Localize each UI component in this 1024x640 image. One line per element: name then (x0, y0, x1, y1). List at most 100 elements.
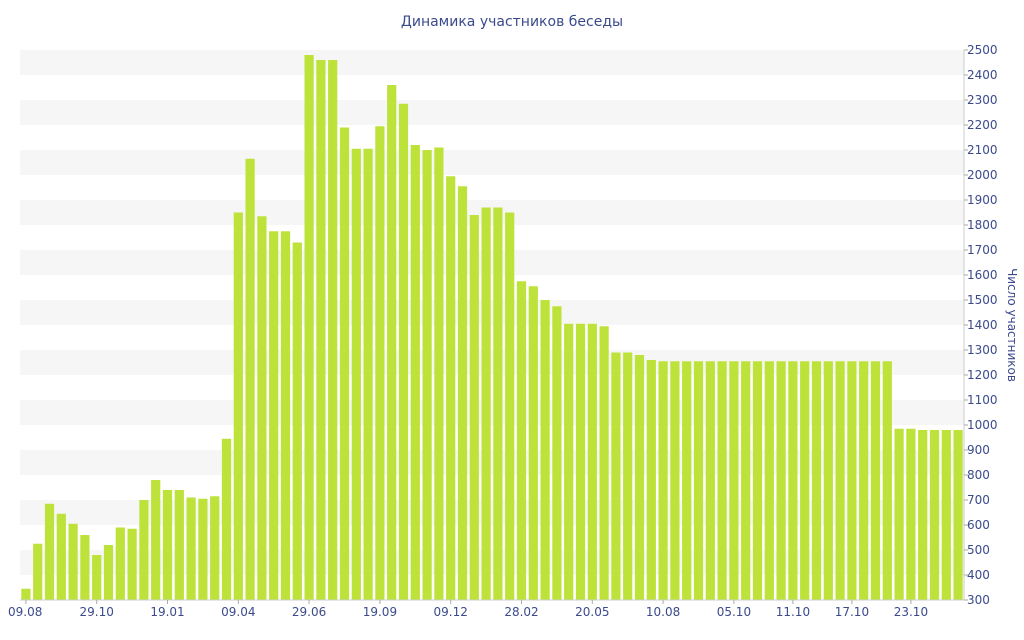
bar[interactable] (457, 186, 468, 600)
bar[interactable] (693, 361, 704, 600)
bar[interactable] (198, 498, 208, 600)
bar[interactable] (705, 361, 715, 600)
bar[interactable] (469, 215, 479, 600)
bar[interactable] (611, 352, 621, 601)
bar[interactable] (186, 497, 196, 601)
bar[interactable] (811, 361, 822, 600)
y-axis-ticks: 300 400 500 600 700 800 900 1000 1100 1200 1300 140… (964, 43, 998, 607)
grid-stripe (20, 100, 964, 125)
y-tick-label: 2500 (967, 43, 998, 57)
bar[interactable] (481, 207, 491, 601)
bar[interactable] (623, 352, 633, 601)
bar[interactable] (44, 503, 55, 600)
bar[interactable] (540, 300, 550, 600)
bar[interactable] (918, 430, 928, 600)
bar[interactable] (387, 85, 397, 600)
bar[interactable] (493, 207, 503, 601)
bar[interactable] (528, 286, 538, 600)
bar[interactable] (351, 148, 361, 600)
bar[interactable] (587, 323, 597, 600)
bar[interactable] (257, 216, 267, 600)
bar[interactable] (516, 281, 527, 600)
bar[interactable] (103, 545, 114, 600)
bar[interactable] (127, 528, 137, 600)
bar[interactable] (115, 527, 125, 601)
bar[interactable] (823, 361, 833, 600)
y-tick-label: 2200 (967, 118, 998, 132)
bar[interactable] (56, 513, 66, 600)
bar[interactable] (92, 555, 102, 600)
bar[interactable] (269, 231, 279, 600)
bar[interactable] (682, 361, 692, 600)
x-tick-label: 09.04 (221, 605, 255, 619)
y-tick-label: 2100 (967, 143, 998, 157)
bar[interactable] (564, 323, 574, 600)
bar[interactable] (33, 543, 43, 600)
bar[interactable] (882, 361, 892, 600)
bar[interactable] (658, 361, 668, 600)
bar[interactable] (316, 60, 326, 600)
bar[interactable] (151, 480, 161, 600)
bar[interactable] (233, 212, 243, 601)
grid-stripe (20, 300, 964, 325)
bar[interactable] (363, 148, 373, 600)
x-tick-label: 05.10 (717, 605, 751, 619)
bar[interactable] (929, 430, 940, 600)
bar[interactable] (599, 326, 609, 600)
bar[interactable] (139, 500, 149, 600)
bar[interactable] (422, 150, 432, 600)
y-tick-label: 1000 (967, 418, 998, 432)
bar[interactable] (906, 428, 916, 600)
bar[interactable] (894, 428, 904, 600)
bar[interactable] (800, 361, 810, 600)
bar[interactable] (670, 361, 680, 600)
bar[interactable] (328, 60, 338, 600)
bar[interactable] (741, 361, 751, 600)
bar[interactable] (292, 242, 302, 601)
bar[interactable] (776, 361, 786, 600)
bar[interactable] (280, 231, 291, 600)
bar[interactable] (68, 523, 78, 600)
bar[interactable] (410, 145, 420, 600)
bar[interactable] (398, 103, 409, 600)
bar[interactable] (788, 361, 798, 600)
bar[interactable] (375, 126, 385, 600)
bar[interactable] (221, 438, 232, 600)
bar[interactable] (339, 127, 350, 601)
bar[interactable] (21, 588, 31, 600)
x-tick-label: 09.08 (8, 605, 42, 619)
bar[interactable] (80, 535, 90, 600)
bar[interactable] (505, 212, 515, 601)
bar[interactable] (752, 361, 763, 600)
bar[interactable] (446, 176, 456, 600)
y-tick-label: 1500 (967, 293, 998, 307)
y-tick-label: 900 (967, 443, 990, 457)
bar[interactable] (634, 355, 645, 600)
bar[interactable] (304, 55, 314, 600)
x-tick-label: 29.10 (80, 605, 114, 619)
y-tick-label: 1800 (967, 218, 998, 232)
bar[interactable] (847, 361, 857, 600)
bar[interactable] (717, 361, 727, 600)
chart-title: Динамика участников беседы (400, 14, 624, 30)
bar[interactable] (870, 361, 881, 600)
bar[interactable] (835, 361, 845, 600)
bar[interactable] (552, 306, 562, 600)
x-tick-label: 29.06 (292, 605, 326, 619)
y-tick-label: 2300 (967, 93, 998, 107)
bar[interactable] (210, 496, 220, 600)
bar[interactable] (941, 430, 951, 600)
bar[interactable] (575, 323, 586, 600)
bar[interactable] (729, 361, 739, 600)
bar[interactable] (859, 361, 869, 600)
bar[interactable] (646, 360, 656, 600)
bar[interactable] (245, 158, 255, 600)
bar[interactable] (434, 147, 444, 601)
bar[interactable] (162, 490, 173, 600)
bar[interactable] (764, 361, 774, 600)
grid-stripes (20, 50, 964, 575)
bar[interactable] (174, 490, 184, 600)
bar[interactable] (953, 430, 963, 600)
grid-stripe (20, 200, 964, 225)
